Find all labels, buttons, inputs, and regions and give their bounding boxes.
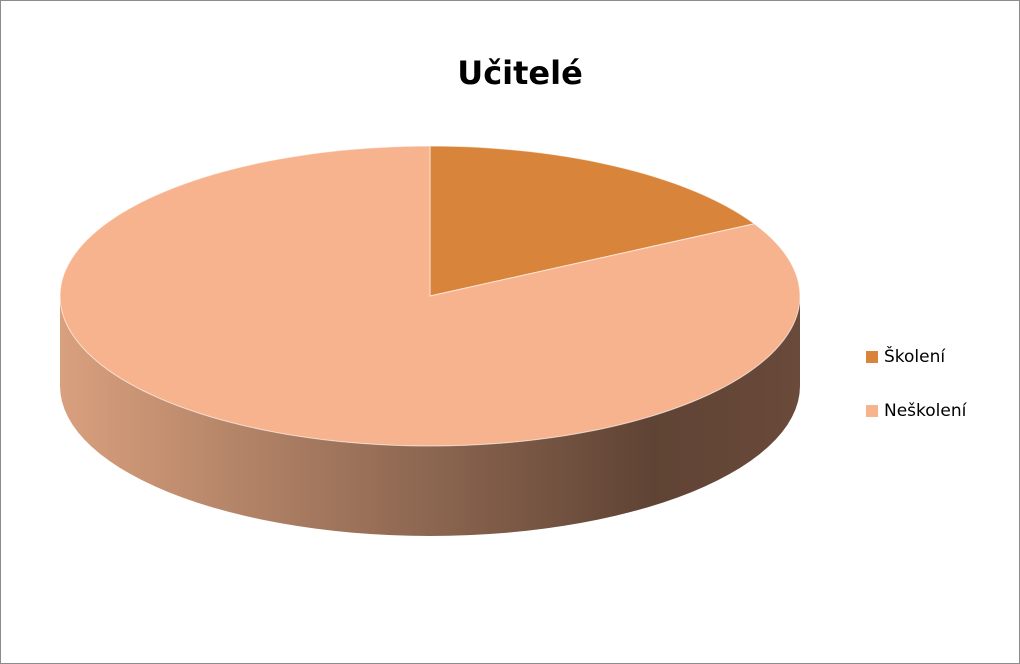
pie-side	[60, 296, 800, 536]
legend-label: Neškolení	[884, 401, 968, 421]
chart-title: Učitelé	[457, 54, 583, 92]
legend-swatch	[866, 351, 878, 363]
pie-slice	[429, 145, 756, 297]
legend-label: Školení	[884, 345, 946, 367]
pie-slice	[59, 145, 801, 447]
legend-swatch	[866, 405, 878, 417]
